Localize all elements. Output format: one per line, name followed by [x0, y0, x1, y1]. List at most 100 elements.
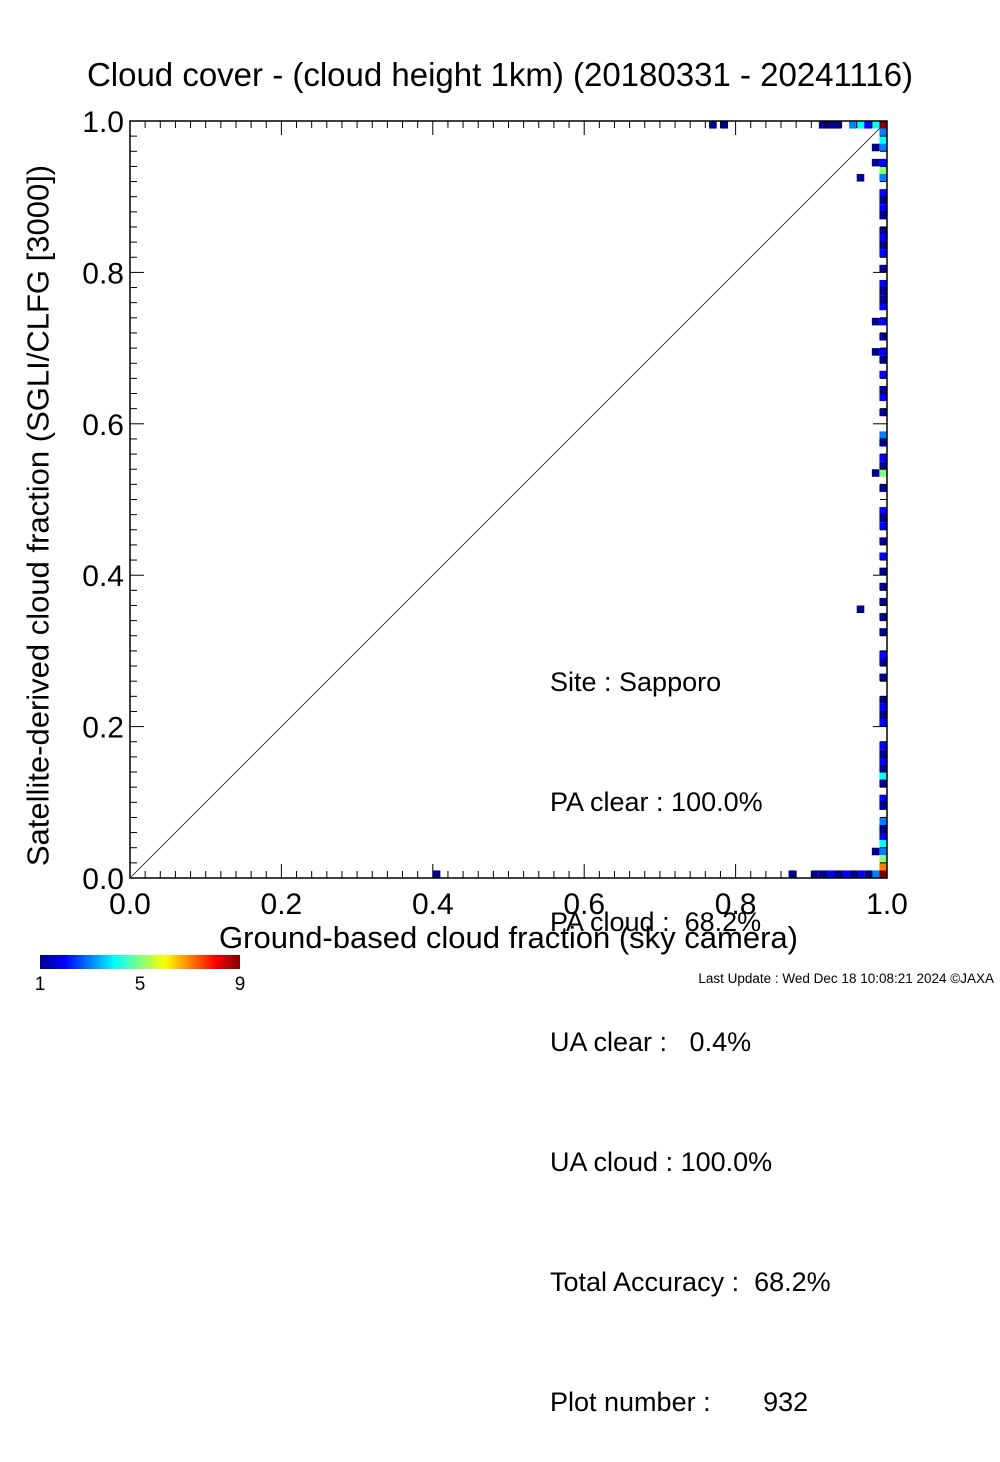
- heatmap-cell: [871, 870, 880, 878]
- ua-cloud-stat: UA cloud : 100.0%: [550, 1147, 773, 1177]
- heatmap-cell: [856, 605, 865, 614]
- heatmap-cell: [879, 696, 887, 704]
- heatmap-cell: [879, 408, 887, 417]
- heatmap-cell: [879, 136, 887, 144]
- heatmap-cell: [879, 855, 887, 863]
- heatmap-cell: [879, 658, 887, 667]
- heatmap-cell: [879, 189, 887, 197]
- y-tick-label: 0.0: [82, 863, 124, 896]
- chart-title: Cloud cover - (cloud height 1km) (201803…: [86, 56, 914, 93]
- heatmap-cell: [856, 173, 865, 182]
- heatmap-cell: [432, 870, 441, 878]
- heatmap-cell: [879, 166, 887, 174]
- heatmap-cell: [879, 764, 887, 773]
- heatmap-cell: [879, 567, 887, 576]
- heatmap-cell: [879, 537, 887, 545]
- heatmap-cell: [818, 870, 827, 878]
- heatmap-cell: [841, 870, 850, 878]
- pa-clear-stat: PA clear : 100.0%: [550, 787, 763, 817]
- heatmap-cell: [879, 749, 887, 757]
- ua-clear-stat: UA clear : 0.4%: [550, 1027, 752, 1057]
- y-axis-label: Satellite-derived cloud fraction (SGLI/C…: [20, 164, 56, 867]
- heatmap-cell: [879, 143, 887, 152]
- heatmap-cell: [871, 847, 880, 856]
- heatmap-cell: [879, 802, 887, 810]
- heatmap-cell: [871, 469, 880, 477]
- colorbar: [40, 955, 240, 969]
- heatmap-cell: [879, 385, 887, 394]
- heatmap-cell: [879, 719, 887, 727]
- y-tick-label: 0.2: [82, 712, 124, 745]
- heatmap-cell: [871, 121, 880, 129]
- heatmap-cell: [879, 582, 887, 591]
- heatmap-cell: [879, 234, 887, 243]
- one-to-one-line: [129, 120, 888, 879]
- heatmap-cell: [811, 870, 819, 878]
- heatmap-cell: [879, 862, 887, 871]
- heatmap-cell: [879, 196, 887, 205]
- y-tick-label: 1.0: [82, 106, 124, 139]
- heatmap-cell: [720, 121, 729, 129]
- heatmap-cell: [788, 870, 797, 878]
- last-update-footer: Last Update : Wed Dec 18 10:08:21 2024 ©…: [698, 971, 994, 986]
- heatmap-cell: [879, 355, 887, 364]
- heatmap-cell: [879, 438, 887, 447]
- heatmap-cell: [879, 469, 887, 477]
- heatmap-cell: [879, 484, 887, 492]
- heatmap-cell: [879, 393, 887, 402]
- y-tick-label: 0.6: [82, 409, 124, 442]
- heatmap-cell: [879, 121, 887, 129]
- heatmap-cell: [879, 832, 887, 841]
- y-tick-label: 0.8: [82, 257, 124, 290]
- x-tick-label: 0.2: [261, 888, 303, 921]
- colorbar-tick-label: 1: [34, 974, 46, 995]
- heatmap-cell: [879, 249, 887, 258]
- heatmap-cell: [879, 287, 887, 296]
- heatmap-cell: [879, 348, 887, 356]
- heatmap-cell: [871, 158, 880, 167]
- x-tick-label: 1.0: [866, 888, 908, 921]
- heatmap-cell: [879, 370, 887, 379]
- plot-number-stat: Plot number : 932: [550, 1387, 809, 1417]
- heatmap-cell: [834, 870, 842, 878]
- total-accuracy-stat: Total Accuracy : 68.2%: [550, 1267, 831, 1297]
- heatmap-cell: [879, 597, 887, 606]
- heatmap-cell: [879, 454, 887, 462]
- heatmap-cell: [834, 121, 842, 129]
- heatmap-cell: [879, 552, 887, 561]
- heatmap-cell: [879, 772, 887, 780]
- heatmap-cell: [826, 121, 835, 129]
- x-tick-label: 0.8: [715, 888, 757, 921]
- heatmap-cell: [826, 870, 835, 878]
- pa-cloud-stat: PA cloud : 68.2%: [550, 907, 762, 937]
- heatmap-cell: [879, 317, 887, 326]
- heatmap-cell: [879, 870, 887, 878]
- heatmap-cell: [879, 847, 887, 856]
- heatmap-cell: [879, 332, 887, 341]
- heatmap-cell: [871, 143, 880, 152]
- heatmap-cell: [879, 522, 887, 530]
- plot-area: 0.0 0.2 0.4 0.6 0.8 1.0 0.0 0.2 0.4 0.6 0.8 1.0: [82, 106, 908, 921]
- statistics-panel: Site : Sapporo PA clear : 100.0% PA clou…: [550, 582, 831, 1462]
- heatmap-cell: [879, 242, 887, 250]
- site-label: Site : Sapporo: [550, 667, 722, 697]
- heatmap-cell: [879, 650, 887, 659]
- heatmap-cell: [871, 348, 880, 356]
- x-axis-label: Ground-based cloud fraction (sky camera): [219, 920, 798, 955]
- heatmap-cell: [856, 870, 865, 878]
- heatmap-cell: [849, 870, 857, 878]
- heatmap-cell: [879, 302, 887, 311]
- heatmap-cell: [879, 741, 887, 750]
- heatmap-cell: [849, 121, 857, 129]
- heatmap-cell: [879, 204, 887, 212]
- heatmap-cell: [879, 794, 887, 803]
- y-tick-label: 0.4: [82, 560, 124, 593]
- heatmap-cell: [879, 431, 887, 439]
- heatmap-cell: [879, 279, 887, 288]
- heatmap-cell: [856, 121, 865, 129]
- colorbar-tick-label: 5: [134, 974, 146, 995]
- x-tick-label: 0.6: [563, 888, 605, 921]
- heatmap-cell: [879, 817, 887, 826]
- heatmap-cell: [879, 211, 887, 220]
- heatmap-cell: [879, 825, 887, 833]
